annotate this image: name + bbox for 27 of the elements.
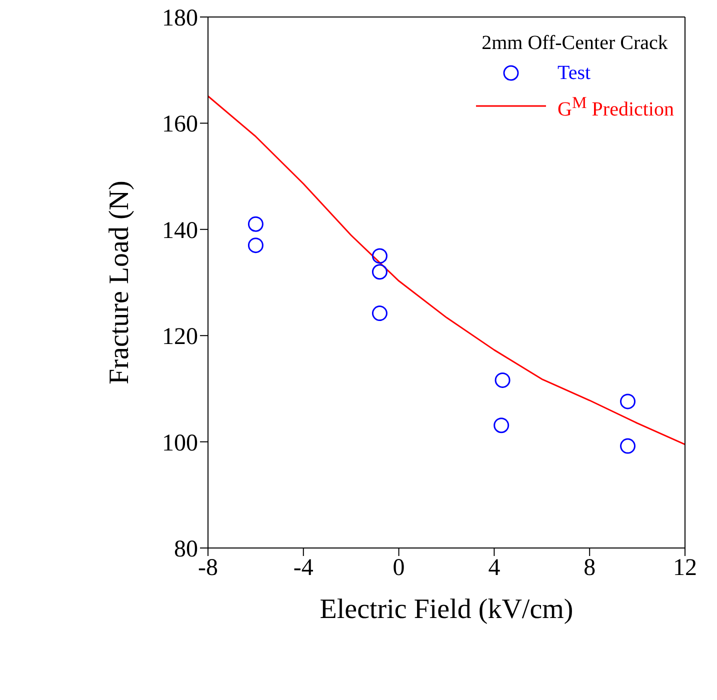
legend-title: 2mm Off-Center Crack (480, 31, 669, 56)
y-tick-label: 80 (174, 536, 198, 563)
point (494, 372, 510, 388)
y-tick-label: 140 (162, 218, 198, 244)
point (372, 248, 388, 264)
x-tick-label: 0 (392, 555, 405, 582)
point (372, 264, 388, 280)
legend-label: G$^{M}$ Prediction (558, 92, 674, 123)
y-tick-label: 180 (162, 6, 198, 32)
x-tick-label: -8 (198, 555, 218, 582)
legend-label: Test (558, 61, 591, 86)
x-tick-label: 8 (584, 555, 596, 582)
y-axis-title: Fracture Load (N) (104, 180, 135, 384)
line-series (208, 95, 685, 446)
point (620, 438, 636, 454)
x-axis-title: Electric Field (kV/cm) (320, 594, 574, 625)
point (248, 238, 264, 254)
point (494, 418, 510, 434)
y-tick-label: 120 (162, 324, 198, 350)
point (620, 394, 636, 410)
x-tick-label: -4 (293, 555, 314, 582)
x-tick-label: 4 (488, 555, 500, 582)
point (372, 306, 388, 322)
y-tick-label: 160 (162, 112, 198, 138)
x-tick-label: 12 (673, 555, 697, 582)
point (248, 216, 264, 232)
y-tick-label: 100 (162, 430, 198, 456)
